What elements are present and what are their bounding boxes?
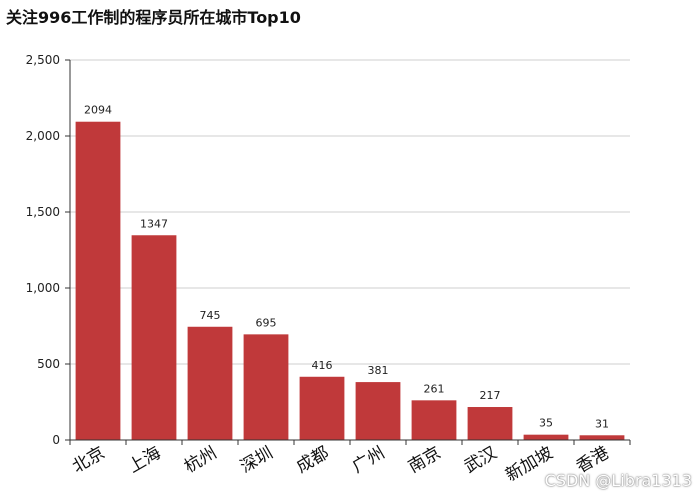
bar — [299, 376, 345, 440]
y-tick-label: 1,000 — [26, 281, 60, 295]
chart-title: 关注996工作制的程序员所在城市Top10 — [6, 8, 301, 27]
bar — [579, 435, 625, 440]
y-tick-label: 500 — [37, 357, 60, 371]
x-tick-label: 上海 — [125, 443, 164, 477]
data-label: 31 — [595, 417, 609, 430]
data-label: 416 — [312, 359, 333, 372]
bar — [75, 121, 121, 440]
x-tick-label: 深圳 — [237, 443, 276, 477]
bar — [243, 334, 289, 440]
y-tick-label: 0 — [52, 433, 60, 447]
bar — [187, 326, 233, 440]
x-tick-label: 南京 — [405, 443, 444, 477]
bar — [131, 235, 177, 440]
x-tick-label: 成都 — [293, 443, 332, 477]
x-tick-label: 武汉 — [461, 443, 500, 477]
y-tick-label: 2,500 — [26, 53, 60, 67]
y-tick-label: 1,500 — [26, 205, 60, 219]
watermark: CSDN @Libra1313 — [544, 471, 692, 490]
data-label: 261 — [424, 382, 445, 395]
data-label: 217 — [480, 389, 501, 402]
data-label: 695 — [256, 316, 277, 329]
grid-lines — [70, 59, 630, 365]
x-tick-label: 杭州 — [181, 443, 220, 477]
y-tick-label: 2,000 — [26, 129, 60, 143]
data-label: 35 — [539, 417, 553, 430]
bar — [355, 382, 401, 440]
bars — [75, 121, 625, 440]
axes — [65, 59, 631, 445]
data-label: 1347 — [140, 217, 168, 230]
data-label: 2094 — [84, 104, 112, 117]
x-tick-label: 北京 — [69, 443, 108, 477]
bar — [411, 400, 457, 440]
data-label: 745 — [200, 309, 221, 322]
bar — [467, 407, 513, 440]
data-label: 381 — [368, 364, 389, 377]
x-tick-label: 广州 — [349, 443, 388, 477]
bar — [523, 434, 569, 440]
